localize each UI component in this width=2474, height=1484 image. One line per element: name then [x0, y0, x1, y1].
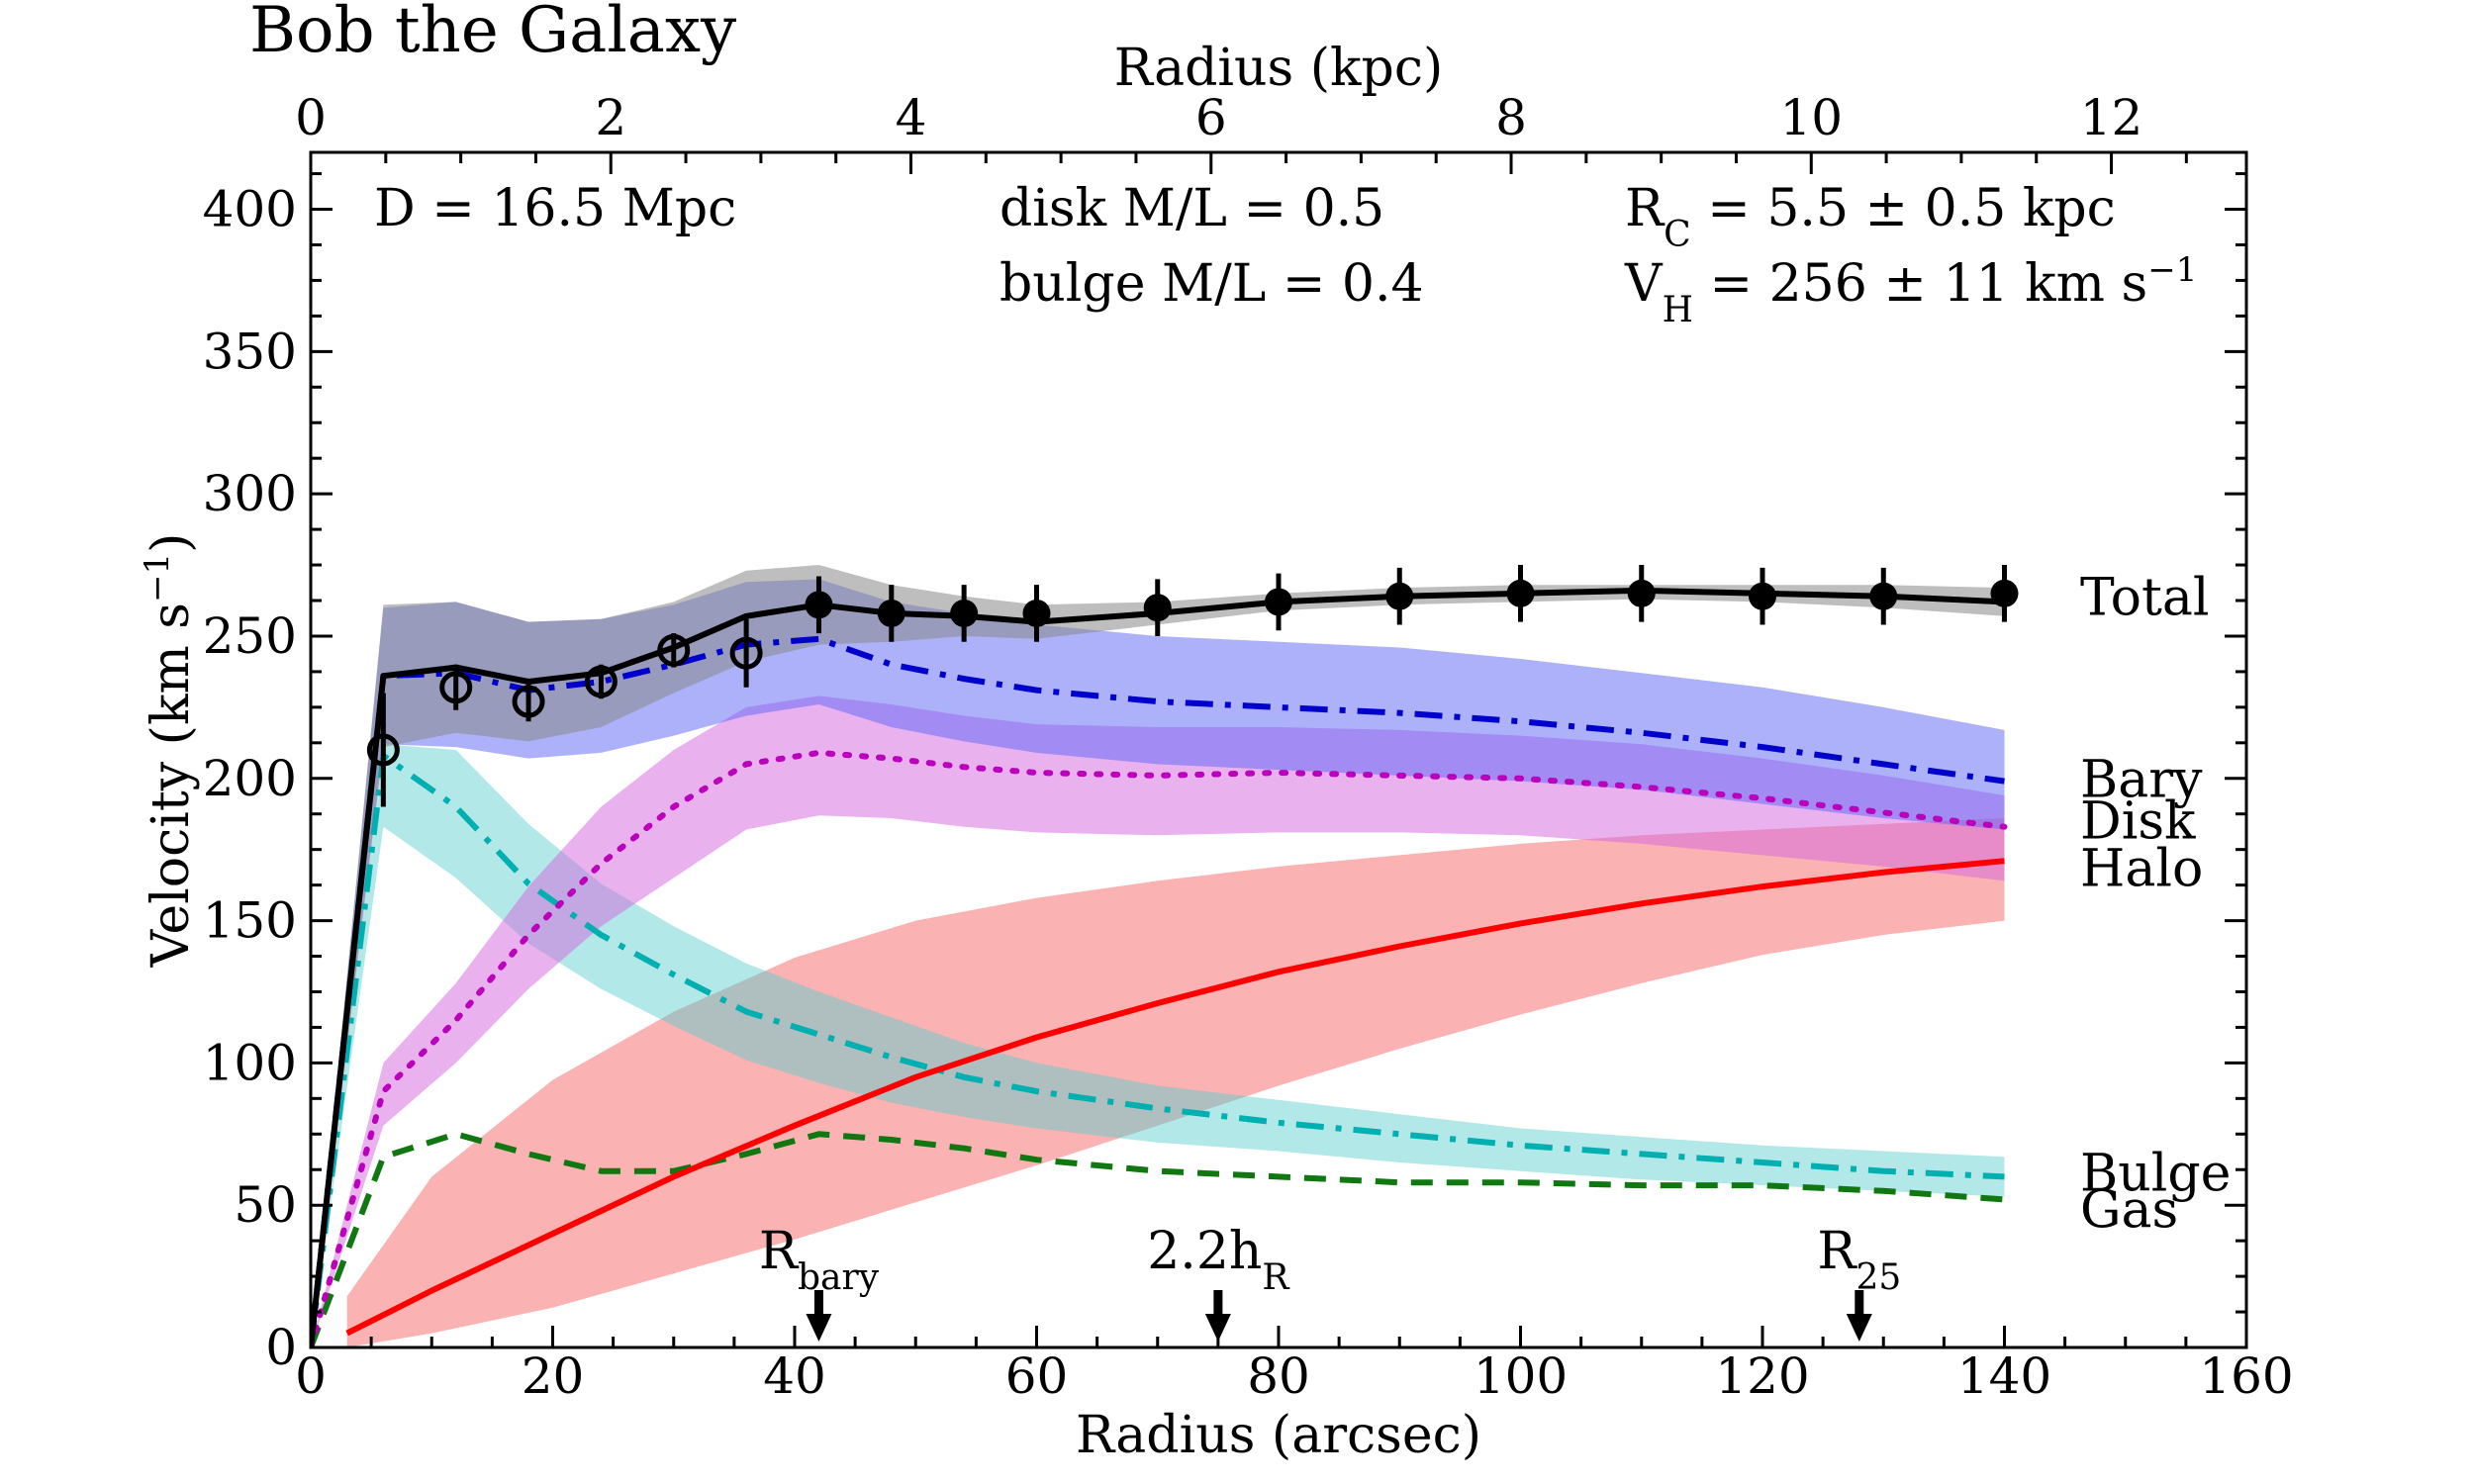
total-series-label: Total — [2080, 569, 2209, 628]
y-tick-label: 200 — [203, 750, 297, 807]
radius-markers: Rbary 2.2hR R25 — [759, 1222, 1901, 1342]
marker-label: 2.2hR — [1147, 1222, 1289, 1298]
y-tick-label: 50 — [234, 1176, 297, 1234]
core-radius-annotation: RC = 5.5 ± 0.5 kpc — [1625, 179, 2116, 255]
y-tick-label: 0 — [265, 1319, 297, 1376]
halo-curve — [345, 858, 2005, 1337]
top-x-tick-label: 10 — [1779, 89, 1843, 146]
halo-uncertainty-band — [346, 818, 2005, 1347]
open-data-point — [366, 733, 400, 767]
y-tick-label: 100 — [203, 1034, 297, 1091]
top-x-tick-label: 8 — [1495, 89, 1527, 146]
x-tick-label: 120 — [1715, 1347, 1809, 1405]
x-tick-label: 160 — [2199, 1347, 2293, 1405]
y-axis-title: Velocity (km s−1) — [138, 533, 201, 969]
open-data-point — [584, 665, 618, 698]
filled-data-point — [1627, 579, 1656, 607]
top-x-axis-title: Radius (kpc) — [1114, 39, 1443, 98]
bulge-series-label: Bulge — [2080, 1144, 2231, 1203]
top-x-tick-label: 0 — [295, 89, 327, 146]
y-tick-label: 250 — [203, 607, 297, 665]
y-tick-label: 300 — [203, 465, 297, 522]
marker-label: R25 — [1817, 1222, 1901, 1298]
gas-series-label: Gas — [2080, 1180, 2178, 1240]
bulge-ml-annotation: bulge M/L = 0.4 — [999, 254, 1424, 314]
x-axis-title: Radius (arcsec) — [1076, 1406, 1481, 1465]
filled-data-point — [1749, 582, 1776, 610]
data-points — [366, 565, 2019, 807]
marker-arrow-head — [806, 1314, 832, 1342]
filled-data-point — [805, 591, 833, 619]
disk-uncertainty-band — [311, 696, 2005, 1347]
top-x-tick-label: 6 — [1195, 89, 1227, 146]
open-data-point — [512, 685, 545, 718]
marker-arrow-head — [1204, 1314, 1231, 1342]
open-data-point — [439, 671, 473, 704]
disk-series-label: Disk — [2080, 792, 2196, 852]
filled-data-point — [877, 599, 905, 627]
disk-curve — [311, 749, 2008, 1347]
x-tick-label: 80 — [1247, 1347, 1310, 1405]
top-x-tick-labels: 0 2 4 6 8 10 12 — [295, 89, 2142, 146]
bary-uncertainty-band — [311, 579, 2005, 1347]
open-data-point — [657, 633, 691, 667]
distance-annotation: D = 16.5 Mpc — [374, 179, 736, 238]
x-tick-label: 0 — [295, 1347, 327, 1405]
open-data-point — [729, 636, 763, 670]
filled-data-point — [1265, 588, 1292, 616]
disk-ml-annotation: disk M/L = 0.5 — [999, 179, 1384, 238]
x-tick-label: 100 — [1474, 1347, 1568, 1405]
y-tick-label: 350 — [203, 323, 297, 380]
bulge-curve — [311, 752, 2005, 1347]
halo-velocity-annotation: VH = 256 ± 11 km s−1 — [1624, 250, 2197, 330]
total-uncertainty-band — [311, 565, 2005, 1347]
uncertainty-bands — [311, 565, 2005, 1347]
gas-curve — [311, 1131, 2005, 1347]
y-tick-labels: 0 50 100 150 200 250 300 350 400 — [203, 181, 297, 1376]
x-tick-label: 40 — [763, 1347, 826, 1405]
marker-arrow-head — [1846, 1314, 1872, 1342]
y-tick-label: 400 — [203, 181, 297, 238]
x-tick-label: 60 — [1005, 1347, 1069, 1405]
top-x-tick-label: 12 — [2080, 89, 2143, 146]
filled-data-point — [1990, 579, 2019, 607]
marker-arrow-shaft — [1213, 1290, 1223, 1316]
bulge-uncertainty-band — [311, 744, 2005, 1347]
filled-data-point — [1869, 582, 1898, 610]
axis-ticks — [309, 152, 2248, 1349]
marker-label: Rbary — [759, 1222, 880, 1298]
halo-series-label: Halo — [2080, 839, 2203, 898]
filled-data-point — [950, 599, 979, 627]
x-tick-labels: 0 20 40 60 80 100 120 140 160 — [295, 1347, 2294, 1405]
filled-data-point — [1385, 582, 1414, 610]
filled-data-point — [1143, 594, 1172, 622]
filled-data-point — [1022, 599, 1051, 627]
chart-title: Bob the Galaxy — [249, 0, 736, 67]
top-x-tick-label: 2 — [595, 89, 626, 146]
bary-series-label: Bary — [2080, 751, 2203, 810]
marker-arrow-shaft — [1855, 1290, 1864, 1316]
y-tick-label: 150 — [203, 892, 297, 950]
marker-arrow-shaft — [813, 1290, 823, 1316]
filled-data-point — [1506, 579, 1535, 607]
top-x-tick-label: 4 — [896, 89, 927, 146]
x-tick-label: 20 — [522, 1347, 585, 1405]
x-tick-label: 140 — [1957, 1347, 2051, 1405]
